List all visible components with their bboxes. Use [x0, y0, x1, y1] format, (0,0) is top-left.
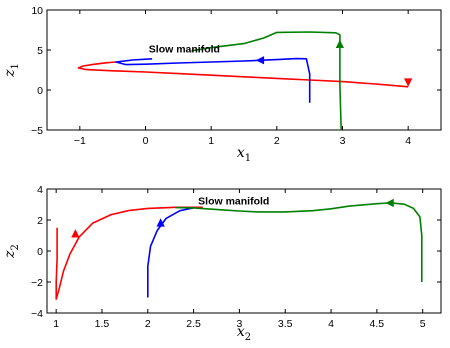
x-tick-label: 2: [145, 318, 151, 330]
x-axis-label: x1: [237, 145, 251, 164]
series-line: [55, 206, 203, 300]
y-tick-label: 2: [37, 215, 43, 227]
series-line: [175, 202, 423, 282]
x-tick-label: 4: [405, 135, 411, 147]
x-tick-label: 5: [420, 318, 426, 330]
y-axis-label: z2: [2, 244, 21, 259]
series-line: [147, 207, 194, 298]
y-tick-label: 5: [37, 45, 43, 57]
y-tick-label: 0: [37, 246, 43, 258]
series-line: [115, 57, 311, 103]
series-arrowhead: [71, 229, 80, 238]
series-line: [191, 31, 342, 130]
annotation-slow-manifold: Slow manifold: [198, 196, 269, 208]
series-arrowhead: [156, 218, 165, 227]
series-arrowhead: [385, 198, 394, 208]
series-arrowhead: [255, 56, 265, 65]
series-arrowhead: [335, 39, 345, 48]
x-tick-label: 4.5: [370, 318, 385, 330]
y-tick-label: −4: [31, 308, 43, 320]
x-tick-label: 2.5: [186, 318, 201, 330]
y-axis-label: z1: [2, 63, 21, 78]
axes-frame: [46, 188, 442, 314]
annotation-slow-manifold: Slow manifold: [149, 43, 220, 55]
y-tick-label: −2: [31, 277, 43, 289]
y-tick-label: −5: [31, 125, 43, 137]
x-tick-label: 2: [274, 135, 280, 147]
chart-panel-top: −1 0 1 2 3 4 −5 0 5 10 x1 z1 Slow manifold: [2, 5, 442, 164]
x-tick-label: 1.5: [95, 318, 110, 330]
series-line: [77, 61, 409, 88]
x-tick-label: 1: [208, 135, 214, 147]
x-tick-label: 4: [328, 318, 334, 330]
x-tick-label: −1: [74, 135, 86, 147]
chart-panel-bottom: 1 1.5 2 2.5 3 3.5 4 4.5 5 −4 −2 0 2 4 x2 z2 Slow manifol…: [2, 184, 442, 343]
y-tick-label: 10: [31, 5, 43, 17]
x-tick-label: 3.5: [278, 318, 293, 330]
y-tick-label: 4: [37, 184, 43, 196]
x-tick-label: 3: [340, 135, 346, 147]
y-tick-label: 0: [37, 85, 43, 97]
x-tick-label: 0: [143, 135, 149, 147]
x-tick-label: 1: [53, 318, 59, 330]
axes-frame: [46, 9, 442, 131]
x-tick-label: 3: [236, 318, 242, 330]
x-axis-label: x2: [237, 324, 251, 343]
series-arrowhead: [404, 78, 413, 87]
